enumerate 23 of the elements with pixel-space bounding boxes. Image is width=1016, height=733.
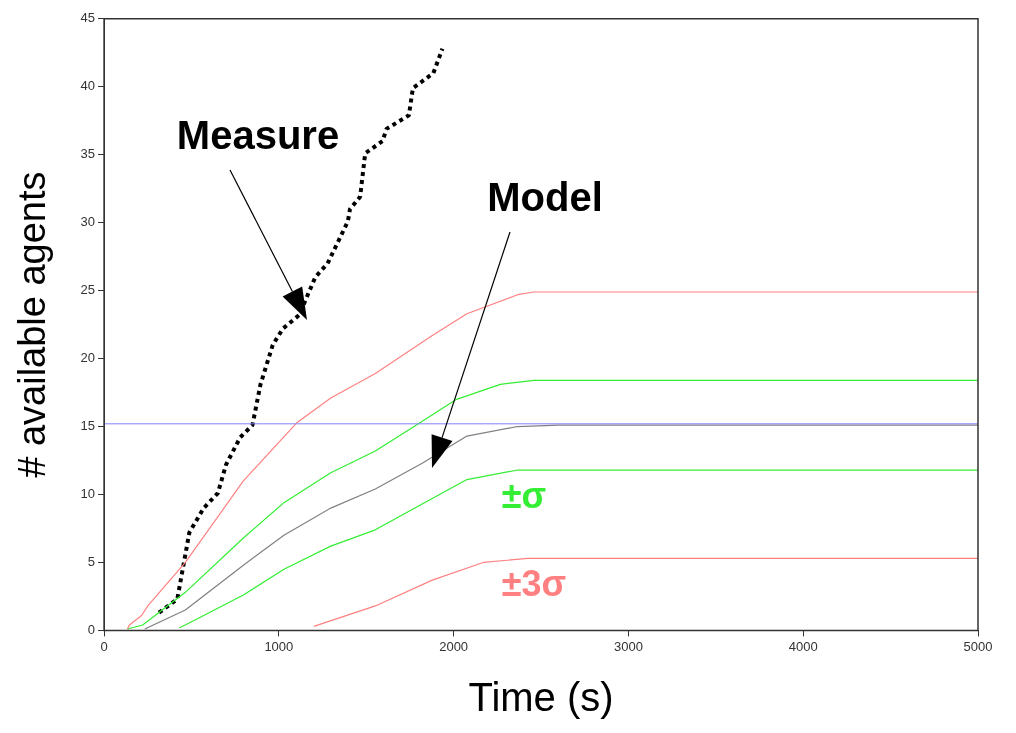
- x-tick-label: 0: [100, 638, 108, 654]
- x-tick-label: 3000: [613, 638, 643, 654]
- y-tick-label: 10: [80, 486, 96, 502]
- x-tick-label: 4000: [788, 638, 818, 654]
- x-tick-label: 2000: [439, 638, 469, 654]
- annotation: Model: [487, 174, 603, 220]
- x-axis-title: Time (s): [468, 675, 614, 720]
- y-axis-title: # available agents: [11, 171, 54, 478]
- x-tick-label: 1000: [264, 638, 294, 654]
- y-tick-label: 5: [87, 554, 96, 570]
- y-tick-label: 40: [80, 78, 96, 94]
- x-tick-label: 5000: [963, 638, 993, 654]
- line-series: [156, 46, 445, 615]
- y-tick-label: 45: [80, 10, 96, 26]
- y-tick-label: 25: [80, 282, 96, 298]
- y-tick-label: 20: [80, 350, 96, 366]
- y-tick-label: 0: [87, 621, 96, 637]
- y-tick-label: 15: [80, 418, 96, 434]
- y-tick-label: 30: [80, 214, 96, 230]
- series-label: ±σ: [501, 474, 547, 516]
- y-tick-label: 35: [80, 146, 96, 162]
- series-label: ±3σ: [501, 563, 567, 605]
- annotation: Measure: [176, 112, 340, 158]
